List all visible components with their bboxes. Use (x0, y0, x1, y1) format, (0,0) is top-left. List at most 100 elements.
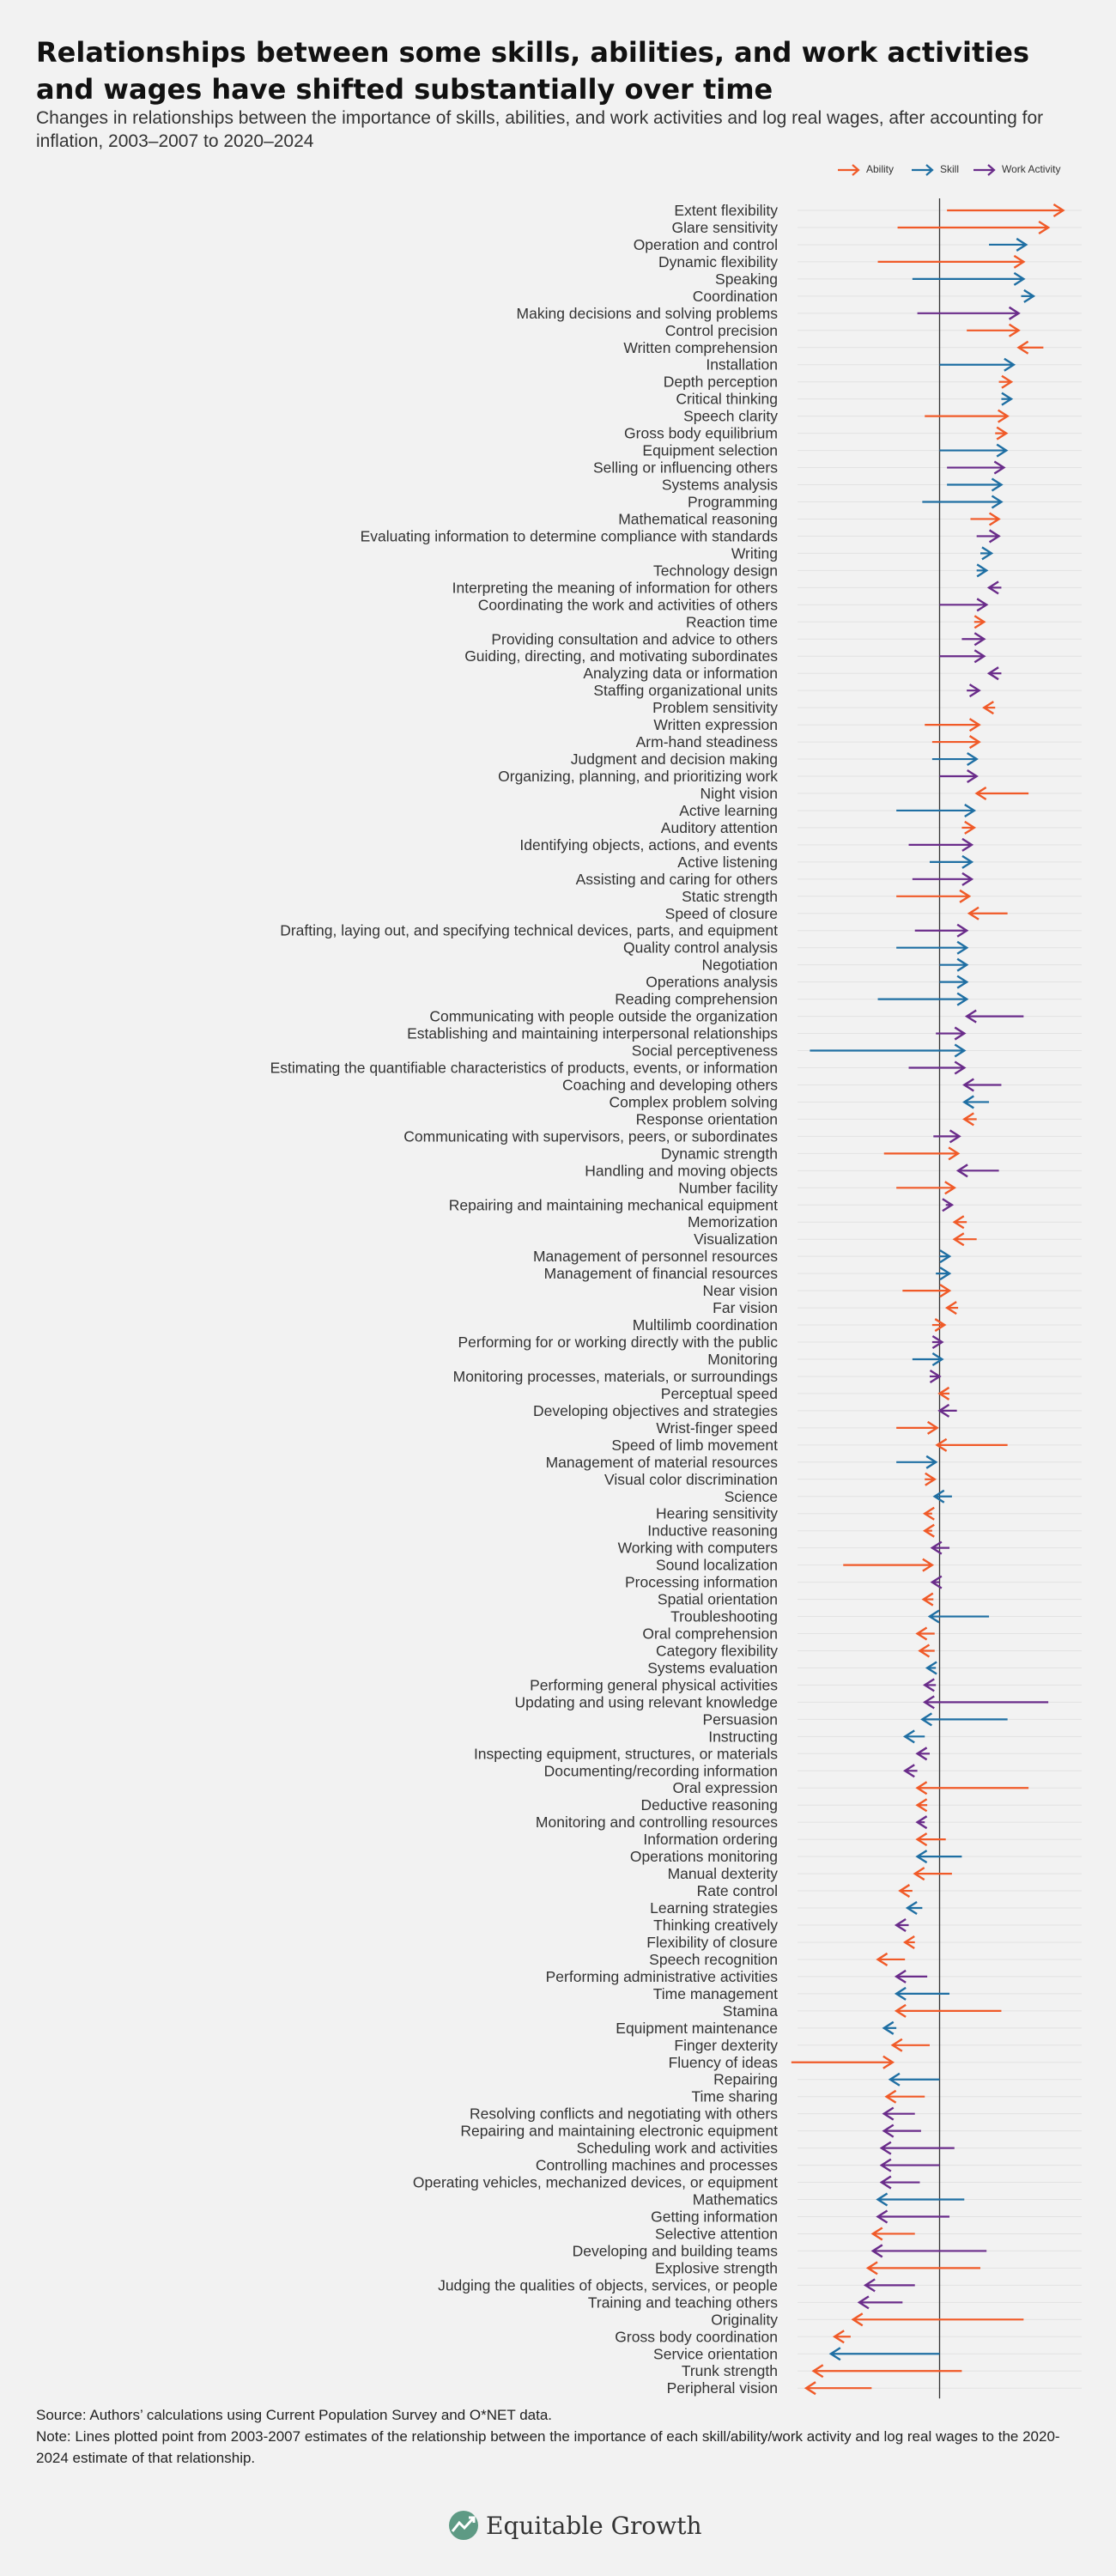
arrow-head-gross-body-equilibrium (996, 426, 1009, 440)
category-label: Control precision (665, 322, 778, 339)
category-label: Information ordering (643, 1831, 778, 1848)
category-label: Active learning (679, 802, 778, 819)
category-label: Deductive reasoning (640, 1796, 778, 1814)
category-label: Originality (711, 2311, 778, 2328)
category-label: Social perceptiveness (632, 1042, 778, 1060)
arrow-head-far-vision (944, 1301, 957, 1315)
arrow-head-speed-of-closure (967, 906, 980, 920)
arrow-head-writing (981, 546, 994, 561)
category-label: Identifying objects, actions, and events (519, 836, 778, 854)
category-label: Repairing and maintaining mechanical equ… (449, 1196, 778, 1213)
category-label: Communicating with supervisors, peers, o… (403, 1127, 778, 1145)
category-label: Management of material resources (546, 1454, 779, 1471)
arrow-head-learning-strategies (905, 1901, 918, 1916)
category-label: Management of financial resources (544, 1265, 779, 1282)
arrow-head-communicating-with-people-outside-the-organization (964, 1009, 977, 1024)
category-label: Handling and moving objects (585, 1162, 778, 1179)
arrow-head-monitoring (931, 1352, 944, 1367)
category-label: Wrist-finger speed (656, 1419, 778, 1437)
category-label: Training and teaching others (588, 2293, 778, 2311)
category-label: Performing administrative activities (546, 1968, 779, 1985)
category-label: Active listening (677, 854, 778, 871)
arrow-head-updating-and-using-relevant-knowledge (922, 1695, 935, 1710)
arrow-head-equipment-maintenance (882, 2020, 895, 2035)
arrow-head-memorization (952, 1215, 965, 1230)
arrow-head-time-management (894, 1986, 907, 2001)
arrow-head-processing-information (930, 1575, 943, 1589)
category-label: Response orientation (636, 1110, 778, 1127)
arrow-head-control-precision (1008, 323, 1021, 337)
logo-text: Equitable Growth (486, 2512, 702, 2540)
category-label: Developing objectives and strategies (533, 1402, 778, 1419)
arrow-head-deductive-reasoning (915, 1798, 928, 1813)
category-label: Equipment selection (642, 442, 778, 459)
category-label: Developing and building teams (573, 2242, 779, 2259)
category-label: Oral comprehension (642, 1625, 778, 1643)
category-label: Resolving conflicts and negotiating with… (470, 2105, 778, 2123)
category-label: Evaluating information to determine comp… (361, 527, 779, 544)
category-label: Reading comprehension (615, 991, 778, 1008)
arrow-head-developing-objectives-and-strategies (937, 1403, 950, 1418)
arrow-head-handling-and-moving-objects (955, 1163, 968, 1178)
category-label: Flexibility of closure (646, 1934, 778, 1951)
arrow-head-extent-flexibility (1052, 203, 1065, 218)
arrow-head-perceptual-speed (937, 1386, 950, 1400)
category-label: Selective attention (655, 2225, 778, 2242)
arrow-head-getting-information (876, 2209, 889, 2224)
arrow-head-speed-of-limb-movement (935, 1437, 948, 1452)
category-label: Dynamic strength (661, 1145, 778, 1162)
category-label: Speed of limb movement (611, 1437, 778, 1454)
category-label: Monitoring (707, 1351, 778, 1368)
category-label: Controlling machines and processes (536, 2157, 778, 2174)
category-label: Providing consultation and advice to oth… (491, 630, 778, 647)
arrow-head-active-learning (964, 803, 977, 817)
growth-logo-icon (449, 2511, 478, 2540)
arrow-head-selective-attention (870, 2227, 883, 2241)
chart-subtitle: Changes in relationships between the imp… (36, 108, 1044, 151)
category-label: Manual dexterity (668, 1865, 779, 1882)
arrow-head-repairing (888, 2072, 901, 2087)
arrow-head-speech-clarity (998, 409, 1010, 423)
category-label: Critical thinking (676, 391, 778, 408)
category-label: Guiding, directing, and motivating subor… (464, 647, 778, 665)
category-label: Updating and using relevant knowledge (515, 1693, 778, 1710)
category-label: Monitoring and controlling resources (536, 1814, 778, 1831)
category-label: Written comprehension (623, 339, 778, 356)
category-label: Fluency of ideas (669, 2054, 779, 2071)
arrow-head-systems-evaluation (925, 1661, 937, 1675)
arrow-head-inductive-reasoning (922, 1523, 935, 1538)
arrow-head-estimating-the-quantifiable-characteristics-of-products-events-or-information (954, 1060, 967, 1075)
arrow-head-service-orientation (828, 2347, 841, 2361)
arrow-head-fluency-of-ideas (882, 2055, 895, 2069)
arrow-head-resolving-conflicts-and-negotiating-with-others (882, 2106, 895, 2121)
category-label: Science (725, 1488, 778, 1505)
arrow-head-science (932, 1489, 945, 1504)
arrow-head-information-ordering (915, 1832, 928, 1847)
arrow-head-multilimb-coordination (934, 1318, 947, 1333)
category-label: Negotiation (701, 957, 778, 974)
category-label: Perceptual speed (661, 1385, 778, 1402)
category-label: Number facility (678, 1179, 778, 1196)
arrow-head-programming (991, 495, 1004, 509)
arrow-head-stamina (894, 2003, 907, 2018)
category-label: Extent flexibility (674, 202, 778, 219)
arrow-head-assisting-and-caring-for-others (961, 872, 974, 886)
arrow-head-visualization (952, 1232, 965, 1247)
category-label: Auditory attention (661, 819, 778, 836)
category-label: Scheduling work and activities (577, 2140, 779, 2157)
arrow-head-judgment-and-decision-making (967, 752, 979, 767)
category-label: Installation (706, 356, 778, 374)
arrow-head-providing-consultation-and-advice-to-others (973, 632, 986, 647)
arrow-head-static-strength (959, 889, 972, 903)
arrow-head-mathematics (876, 2192, 889, 2207)
chart-plot: -0.10-0.050.000.050.10Extent flexibility… (270, 198, 1082, 2399)
arrow-head-quality-control-analysis (956, 940, 969, 955)
category-label: Glare sensitivity (671, 219, 778, 236)
arrow-head-category-flexibility (918, 1643, 931, 1658)
arrow-head-problem-sensitivity (982, 701, 994, 715)
category-label: Operations monitoring (630, 1848, 778, 1865)
arrow-head-manual-dexterity (913, 1867, 925, 1881)
arrow-head-drafting-laying-out-and-specifying-technical-devices-parts-and-equipment (956, 923, 969, 938)
category-label: Speech recognition (649, 1951, 778, 1968)
category-label: Mathematics (693, 2191, 778, 2208)
